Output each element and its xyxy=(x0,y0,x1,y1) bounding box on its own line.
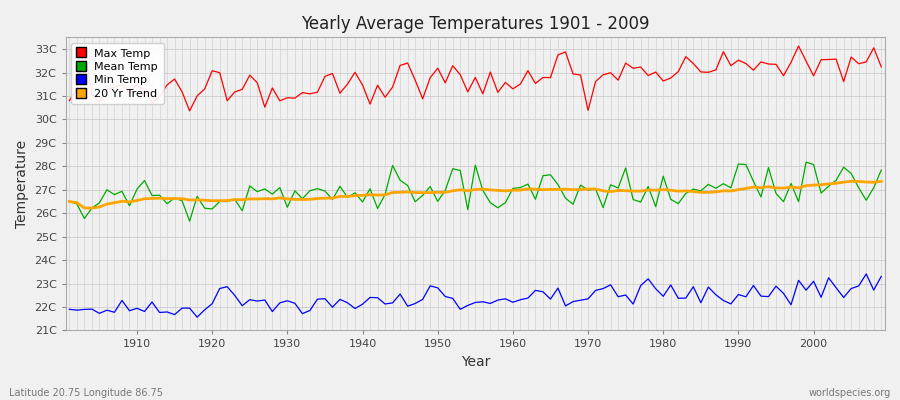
Text: Latitude 20.75 Longitude 86.75: Latitude 20.75 Longitude 86.75 xyxy=(9,388,163,398)
Text: worldspecies.org: worldspecies.org xyxy=(809,388,891,398)
X-axis label: Year: Year xyxy=(461,355,490,369)
Y-axis label: Temperature: Temperature xyxy=(15,140,29,228)
Title: Yearly Average Temperatures 1901 - 2009: Yearly Average Temperatures 1901 - 2009 xyxy=(301,15,650,33)
Legend: Max Temp, Mean Temp, Min Temp, 20 Yr Trend: Max Temp, Mean Temp, Min Temp, 20 Yr Tre… xyxy=(71,43,164,104)
